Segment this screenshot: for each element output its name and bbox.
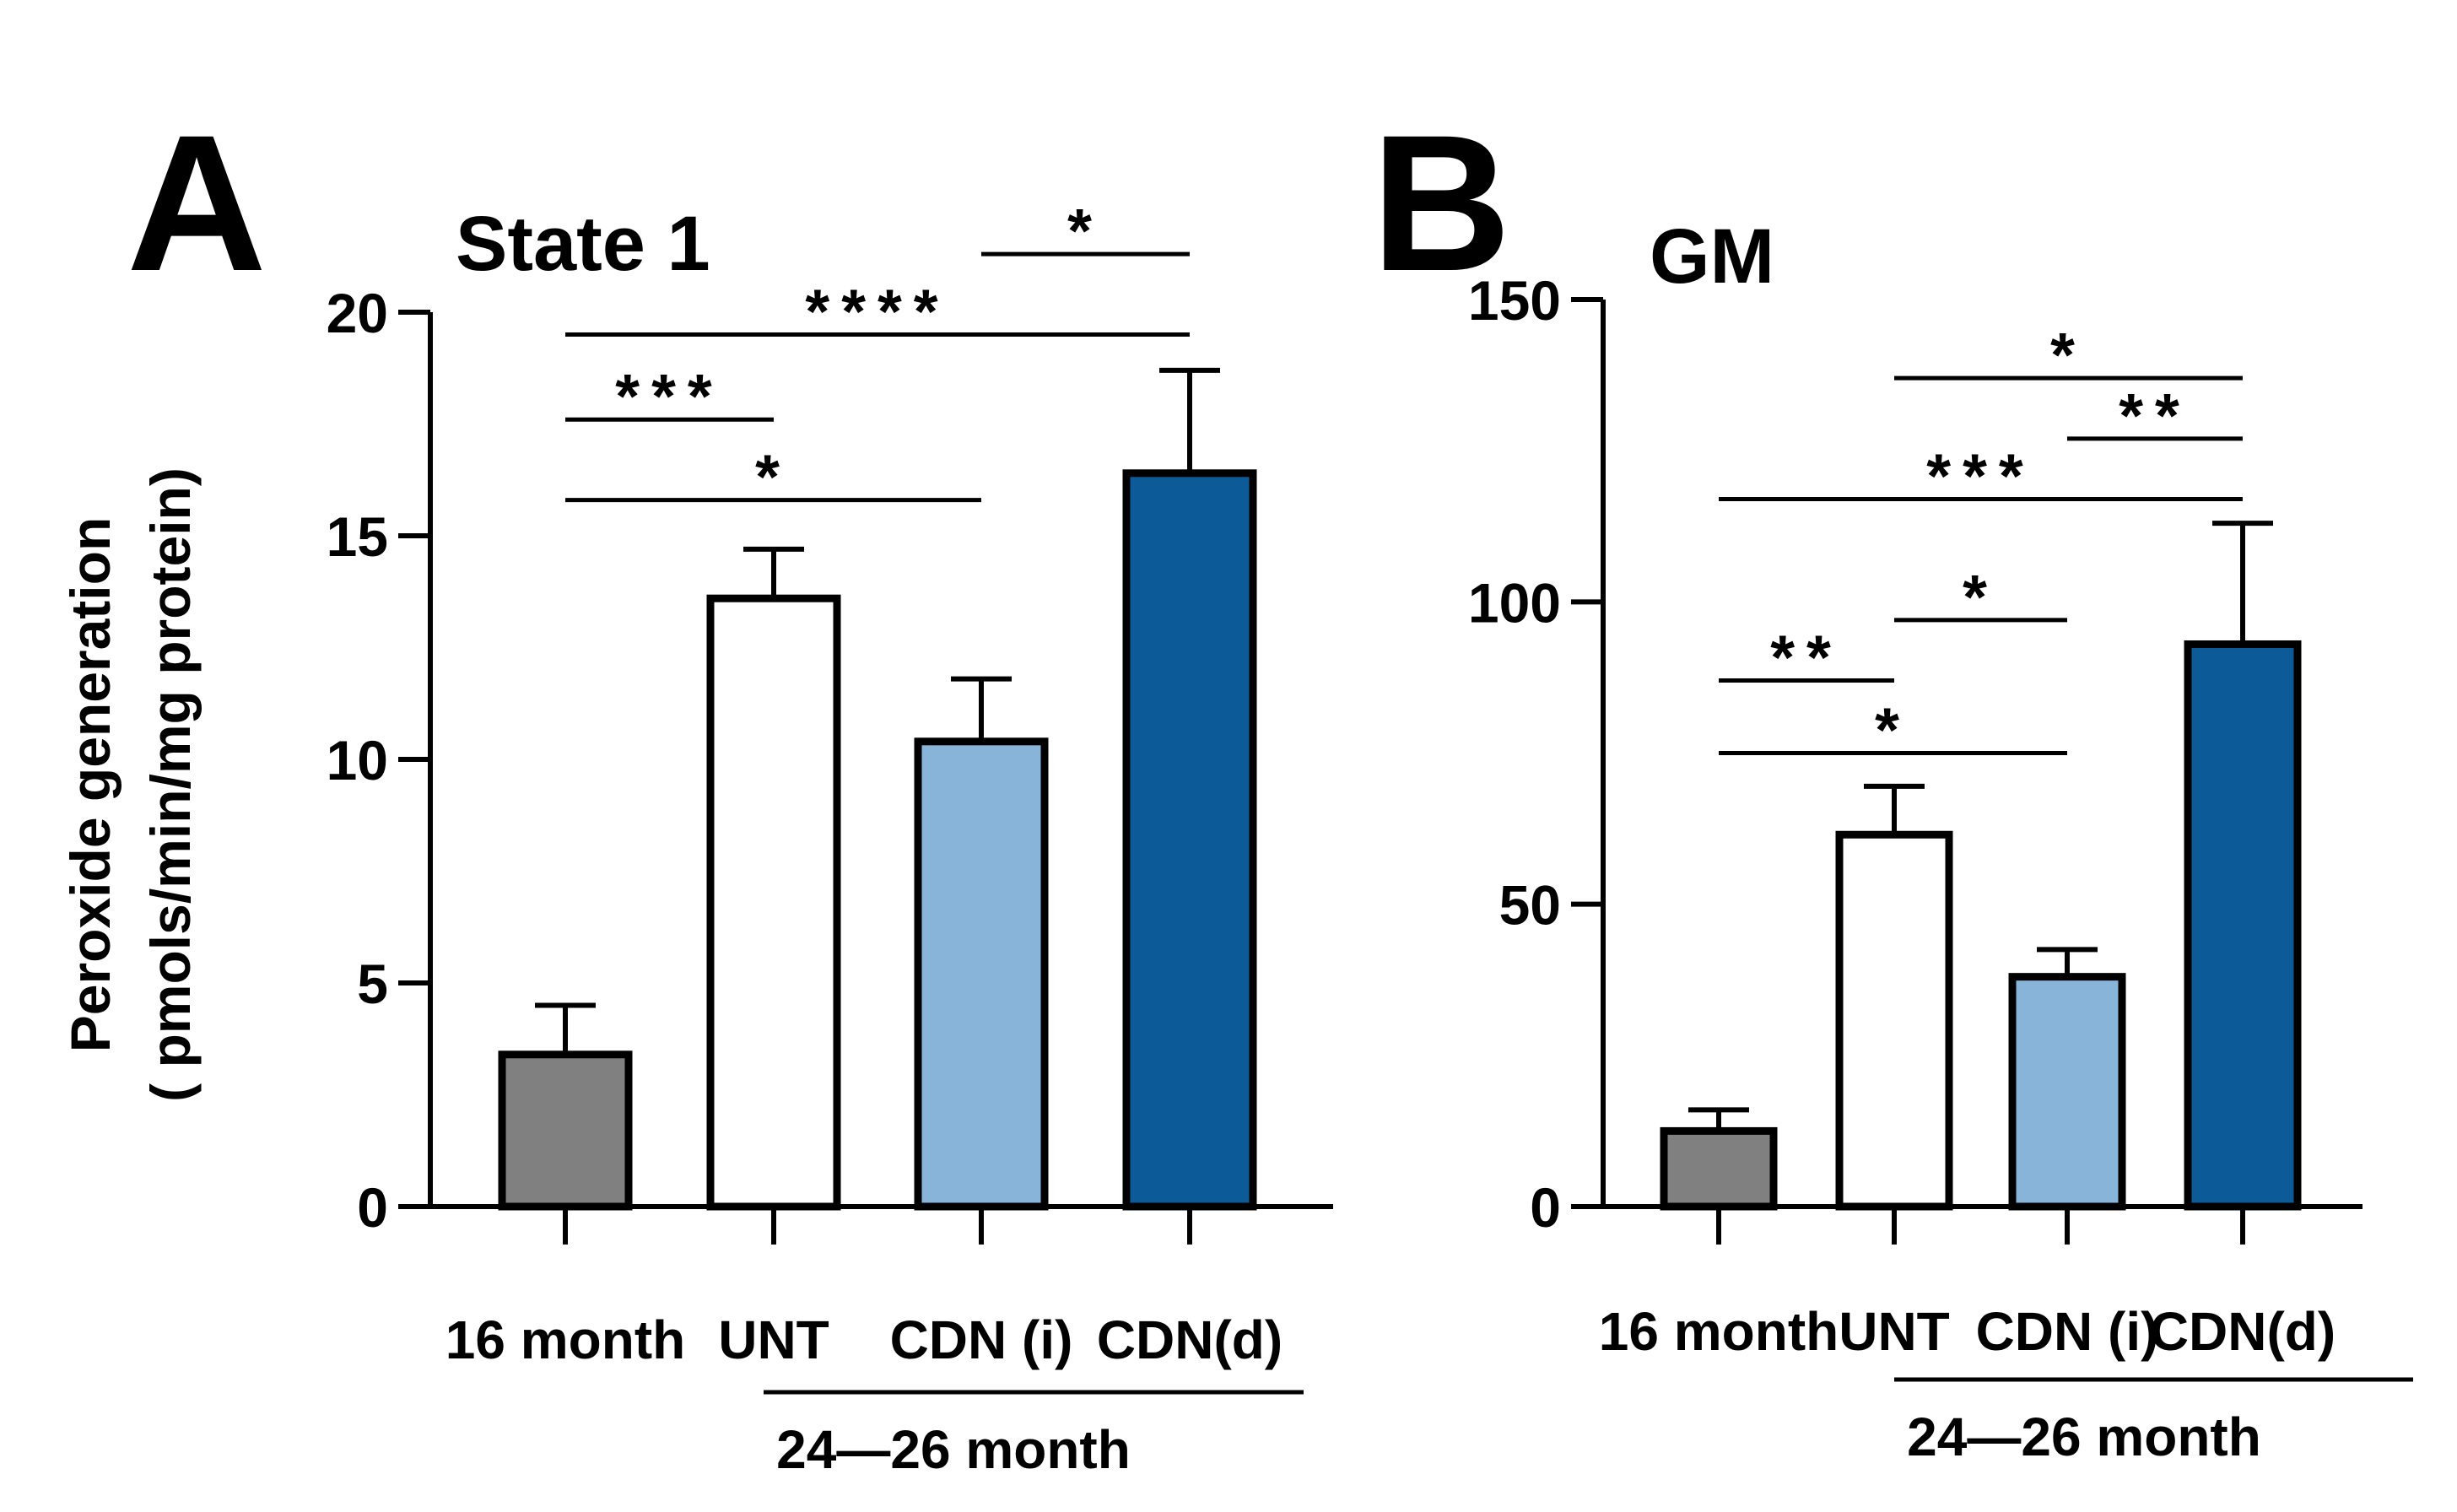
y-tick-label: 0: [1530, 1176, 1561, 1239]
x-category-label: CDN(d): [1097, 1310, 1282, 1370]
y-tick-label: 50: [1499, 874, 1561, 937]
significance-label: ***: [1926, 441, 2034, 511]
y-axis-label-line1: Peroxide generation: [59, 517, 122, 1053]
bar: [2008, 973, 2126, 1211]
panel-a: A State 1 0 5 10 15 20 16 month UNT CDN (i) CDN(d)…: [127, 94, 1333, 1480]
x-category-label: CDN (i): [1976, 1301, 2159, 1362]
panel-b: B GM 0 50 100 150 16 month UNT CDN (i)CDN(d) 24—2…: [1371, 94, 2413, 1467]
bar: [2184, 640, 2302, 1211]
panel-letter: B: [1371, 94, 1511, 311]
y-tick-label: 0: [357, 1176, 388, 1239]
significance-label: ****: [805, 277, 949, 347]
significance-label: *: [1067, 196, 1104, 266]
significance-label: ***: [615, 361, 723, 431]
y-axis-label-line2: ( pmols/min/mg protein): [139, 467, 202, 1102]
group-label: 24—26 month: [776, 1419, 1131, 1480]
panel-letter: A: [127, 94, 267, 311]
bar: [498, 1050, 633, 1211]
bar: [1835, 830, 1953, 1211]
y-tick-label: 150: [1468, 269, 1561, 332]
bar: [706, 594, 841, 1211]
significance-label: **: [2119, 381, 2191, 451]
bar: [1660, 1126, 1778, 1211]
significance-label: *: [1875, 695, 1911, 765]
x-category-label: CDN (i): [890, 1310, 1073, 1370]
x-category-label: 16 month: [1599, 1301, 1839, 1362]
chart-title: State 1: [456, 201, 710, 287]
x-category-label: CDN(d): [2150, 1301, 2336, 1362]
x-category-label: UNT: [718, 1310, 829, 1370]
x-category-label: UNT: [1839, 1301, 1950, 1362]
bar: [1122, 469, 1257, 1211]
significance-label: **: [1770, 623, 1843, 693]
y-tick-label: 20: [327, 282, 388, 344]
bar: [914, 737, 1049, 1211]
y-tick-label: 10: [327, 729, 388, 791]
y-tick-label: 100: [1468, 571, 1561, 634]
y-tick-label: 15: [327, 505, 388, 568]
group-label: 24—26 month: [1907, 1407, 2261, 1467]
significance-label: *: [2050, 320, 2087, 390]
significance-label: *: [755, 442, 791, 512]
y-tick-label: 5: [357, 953, 388, 1015]
chart-title: GM: [1650, 213, 1774, 300]
x-category-label: 16 month: [446, 1310, 685, 1370]
significance-label: *: [1963, 562, 1999, 632]
